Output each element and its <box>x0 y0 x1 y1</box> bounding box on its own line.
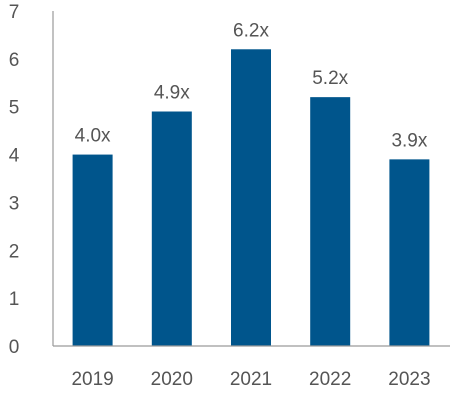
data-label-2020: 4.9x <box>154 83 190 104</box>
data-label-2023: 3.9x <box>391 130 427 151</box>
y-tick-label: 7 <box>9 2 20 23</box>
y-tick-label: 5 <box>9 98 20 119</box>
bar-2023 <box>389 159 430 346</box>
bar-2021 <box>231 49 271 347</box>
bar-2019 <box>72 154 113 346</box>
bars-group <box>72 49 430 347</box>
y-tick-label: 0 <box>9 337 20 358</box>
bar-2020 <box>151 111 192 346</box>
x-tick-label-2019: 2019 <box>71 369 113 390</box>
data-label-2019: 4.0x <box>75 126 111 147</box>
data-label-2022: 5.2x <box>312 68 348 89</box>
y-tick-label: 1 <box>9 289 20 310</box>
x-tick-label-2020: 2020 <box>151 369 193 390</box>
x-tick-label-2021: 2021 <box>230 369 272 390</box>
x-axis-ticks: 2019 2020 2021 2022 2023 <box>71 369 430 390</box>
y-tick-label: 3 <box>9 193 20 214</box>
y-tick-label: 2 <box>9 241 20 262</box>
x-tick-label-2023: 2023 <box>388 369 430 390</box>
y-tick-label: 6 <box>9 50 20 71</box>
y-axis-ticks: 0 1 2 3 4 5 6 7 <box>9 2 20 358</box>
data-labels-group: 4.0x 4.9x 6.2x 5.2x 3.9x <box>75 20 428 151</box>
x-tick-label-2022: 2022 <box>309 369 351 390</box>
y-tick-label: 4 <box>9 146 20 167</box>
bar-2022 <box>310 97 351 347</box>
data-label-2021: 6.2x <box>233 20 269 41</box>
